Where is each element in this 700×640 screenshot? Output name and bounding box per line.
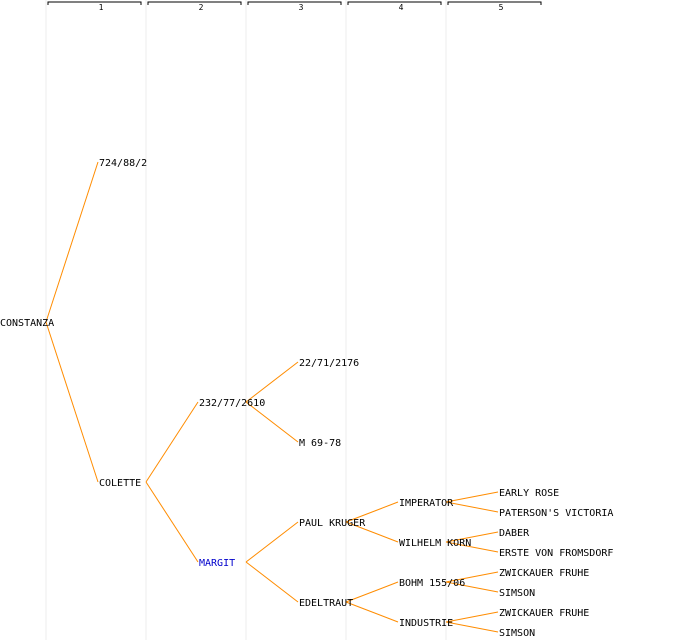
- pedigree-node-label[interactable]: IMPERATOR: [399, 498, 454, 509]
- generation-bracket: [47, 1, 142, 5]
- pedigree-edge: [345, 601, 399, 623]
- pedigree-edge: [245, 401, 299, 443]
- pedigree-edge: [45, 321, 99, 483]
- pedigree-nodes: CONSTANZA 724/88/2 COLETTE 232/77/2610 MARGI…: [0, 158, 613, 639]
- pedigree-edge: [345, 521, 399, 543]
- generation-label: 3: [299, 3, 304, 12]
- generation-bracket: [247, 1, 342, 5]
- pedigree-node-label[interactable]: BOHM 155/06: [399, 578, 465, 589]
- generation-bracket: [147, 1, 242, 5]
- pedigree-edge: [45, 161, 99, 323]
- pedigree-node-label[interactable]: 724/88/2: [99, 158, 147, 169]
- pedigree-node-label[interactable]: SIMSON: [499, 588, 535, 599]
- pedigree-node-label[interactable]: PAUL KRUGER: [299, 518, 366, 529]
- pedigree-node-label[interactable]: EDELTRAUT: [299, 598, 353, 609]
- pedigree-node-label[interactable]: INDUSTRIE: [399, 618, 453, 629]
- pedigree-edge: [445, 571, 499, 583]
- pedigree-node-label[interactable]: SIMSON: [499, 628, 535, 639]
- pedigree-edge: [445, 501, 499, 513]
- pedigree-edge: [445, 621, 499, 633]
- pedigree-edge: [445, 581, 499, 593]
- pedigree-node-label[interactable]: ZWICKAUER FRUHE: [499, 568, 589, 579]
- pedigree-edge: [345, 581, 399, 603]
- pedigree-edge: [445, 611, 499, 623]
- pedigree-edge: [145, 401, 199, 483]
- pedigree-edge: [445, 541, 499, 553]
- pedigree-edge: [245, 361, 299, 403]
- pedigree-node-label[interactable]: WILHELM KORN: [399, 538, 471, 549]
- pedigree-node-label[interactable]: 232/77/2610: [199, 398, 265, 409]
- generation-label: 4: [399, 3, 404, 12]
- pedigree-node-label[interactable]: ZWICKAUER FRUHE: [499, 608, 589, 619]
- pedigree-node-label[interactable]: COLETTE: [99, 478, 141, 489]
- pedigree-edge: [345, 501, 399, 523]
- pedigree-node-label[interactable]: DABER: [499, 528, 530, 539]
- generation-bracket: [447, 1, 542, 5]
- pedigree-edge: [445, 531, 499, 543]
- pedigree-node-label[interactable]: MARGIT: [199, 558, 235, 569]
- generation-label: 5: [499, 3, 504, 12]
- pedigree-edge: [245, 561, 299, 603]
- pedigree-edge: [445, 491, 499, 503]
- generation-label: 1: [99, 3, 104, 12]
- pedigree-edges: [45, 161, 499, 633]
- pedigree-edge: [245, 521, 299, 563]
- pedigree-node-label[interactable]: ERSTE VON FROMSDORF: [499, 548, 613, 559]
- generation-headers: 1 2 3 4 5: [47, 1, 542, 12]
- pedigree-node-label[interactable]: 22/71/2176: [299, 358, 359, 369]
- pedigree-edge: [145, 481, 199, 563]
- pedigree-node-label[interactable]: CONSTANZA: [0, 318, 54, 329]
- pedigree-node-label[interactable]: PATERSON'S VICTORIA: [499, 508, 613, 519]
- pedigree-node-label[interactable]: EARLY ROSE: [499, 488, 559, 499]
- pedigree-node-label[interactable]: M 69-78: [299, 438, 341, 449]
- generation-bracket: [347, 1, 442, 5]
- generation-label: 2: [199, 3, 204, 12]
- generation-guides: [45, 0, 447, 640]
